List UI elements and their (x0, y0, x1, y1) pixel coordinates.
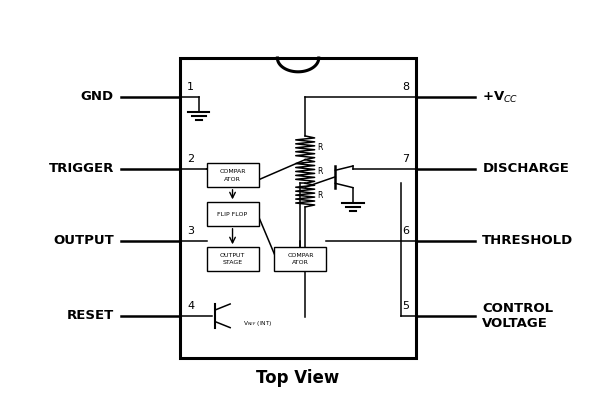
Text: ATOR: ATOR (292, 260, 309, 266)
Text: R: R (317, 167, 322, 176)
Text: TRIGGER: TRIGGER (49, 162, 114, 176)
Text: 7: 7 (402, 154, 409, 164)
Text: COMPAR: COMPAR (287, 252, 314, 258)
Bar (180, 58, 416, 358)
Text: FLIP FLOP: FLIP FLOP (217, 212, 248, 216)
Text: DISCHARGE: DISCHARGE (482, 162, 569, 176)
Text: OUTPUT: OUTPUT (53, 234, 114, 247)
Text: +V$_{CC}$: +V$_{CC}$ (482, 90, 519, 104)
Text: RESET: RESET (67, 309, 114, 322)
Text: R: R (317, 191, 322, 200)
Bar (274, 247, 326, 271)
Text: 8: 8 (402, 82, 409, 92)
Text: THRESHOLD: THRESHOLD (482, 234, 574, 247)
Bar (206, 163, 259, 187)
Bar (206, 247, 259, 271)
Text: R: R (317, 143, 322, 152)
Text: CONTROL
VOLTAGE: CONTROL VOLTAGE (482, 302, 553, 330)
Text: 5: 5 (402, 301, 409, 311)
Text: 2: 2 (187, 154, 194, 164)
Text: Top View: Top View (256, 369, 340, 387)
Bar (206, 202, 259, 226)
Text: V$_{REF}$ (INT): V$_{REF}$ (INT) (243, 319, 273, 328)
Text: GND: GND (80, 90, 114, 104)
Text: ATOR: ATOR (224, 176, 241, 182)
Text: 3: 3 (187, 226, 194, 236)
Text: 6: 6 (402, 226, 409, 236)
Text: 4: 4 (187, 301, 194, 311)
Text: STAGE: STAGE (223, 260, 242, 266)
Text: 1: 1 (187, 82, 194, 92)
Text: OUTPUT: OUTPUT (220, 252, 245, 258)
Text: COMPAR: COMPAR (219, 169, 246, 174)
